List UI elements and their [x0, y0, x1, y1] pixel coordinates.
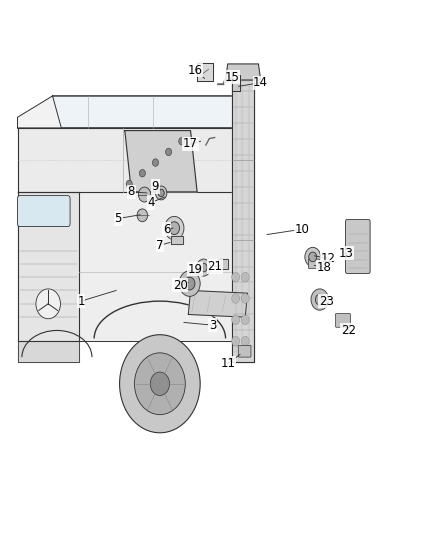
Circle shape [241, 272, 249, 282]
Polygon shape [18, 128, 245, 192]
Text: 9: 9 [152, 180, 159, 193]
Circle shape [241, 294, 249, 303]
Circle shape [120, 335, 200, 433]
Circle shape [179, 138, 185, 145]
Polygon shape [79, 192, 254, 341]
Circle shape [241, 336, 249, 346]
Circle shape [126, 180, 132, 188]
Circle shape [200, 263, 207, 272]
FancyBboxPatch shape [308, 259, 320, 269]
Circle shape [158, 189, 164, 197]
FancyBboxPatch shape [346, 220, 370, 273]
Polygon shape [18, 96, 245, 128]
Text: 7: 7 [156, 239, 164, 252]
Text: 12: 12 [321, 252, 336, 265]
Circle shape [137, 209, 148, 222]
Text: 4: 4 [147, 196, 155, 209]
Circle shape [232, 294, 240, 303]
Circle shape [179, 271, 200, 296]
Circle shape [232, 272, 240, 282]
Polygon shape [171, 236, 183, 244]
Circle shape [36, 289, 60, 319]
Polygon shape [18, 341, 79, 362]
Polygon shape [226, 64, 261, 80]
Text: 1: 1 [77, 295, 85, 308]
Circle shape [138, 187, 151, 202]
Polygon shape [125, 131, 197, 192]
Text: 18: 18 [317, 261, 332, 274]
Polygon shape [232, 75, 240, 91]
Circle shape [184, 277, 195, 290]
Text: 19: 19 [187, 263, 202, 276]
Circle shape [305, 247, 321, 266]
FancyBboxPatch shape [336, 313, 350, 327]
Text: 15: 15 [225, 71, 240, 84]
Text: 16: 16 [187, 64, 202, 77]
Text: 13: 13 [339, 247, 353, 260]
Polygon shape [218, 259, 228, 269]
Text: 8: 8 [128, 185, 135, 198]
Circle shape [241, 315, 249, 325]
Circle shape [155, 186, 167, 200]
Circle shape [165, 216, 184, 240]
Circle shape [315, 294, 324, 305]
Polygon shape [18, 192, 79, 341]
Text: 11: 11 [220, 357, 235, 370]
Circle shape [152, 159, 159, 166]
Text: 10: 10 [295, 223, 310, 236]
Text: 23: 23 [319, 295, 334, 308]
Circle shape [139, 169, 145, 177]
Polygon shape [197, 63, 213, 81]
Text: 3: 3 [209, 319, 216, 332]
Polygon shape [53, 96, 245, 128]
FancyBboxPatch shape [238, 345, 251, 357]
Circle shape [197, 259, 211, 276]
Circle shape [232, 315, 240, 325]
Text: 21: 21 [207, 260, 222, 273]
Circle shape [311, 289, 328, 310]
Polygon shape [188, 290, 247, 317]
Text: 20: 20 [173, 279, 188, 292]
Text: 17: 17 [183, 138, 198, 150]
Circle shape [169, 222, 180, 235]
FancyBboxPatch shape [18, 196, 70, 227]
Circle shape [309, 252, 317, 262]
Circle shape [232, 336, 240, 346]
Circle shape [134, 353, 185, 415]
Polygon shape [232, 80, 254, 362]
Circle shape [166, 148, 172, 156]
Circle shape [150, 372, 170, 395]
Text: 14: 14 [253, 76, 268, 89]
Text: 5: 5 [115, 212, 122, 225]
Text: 22: 22 [341, 324, 356, 337]
Text: 6: 6 [162, 223, 170, 236]
